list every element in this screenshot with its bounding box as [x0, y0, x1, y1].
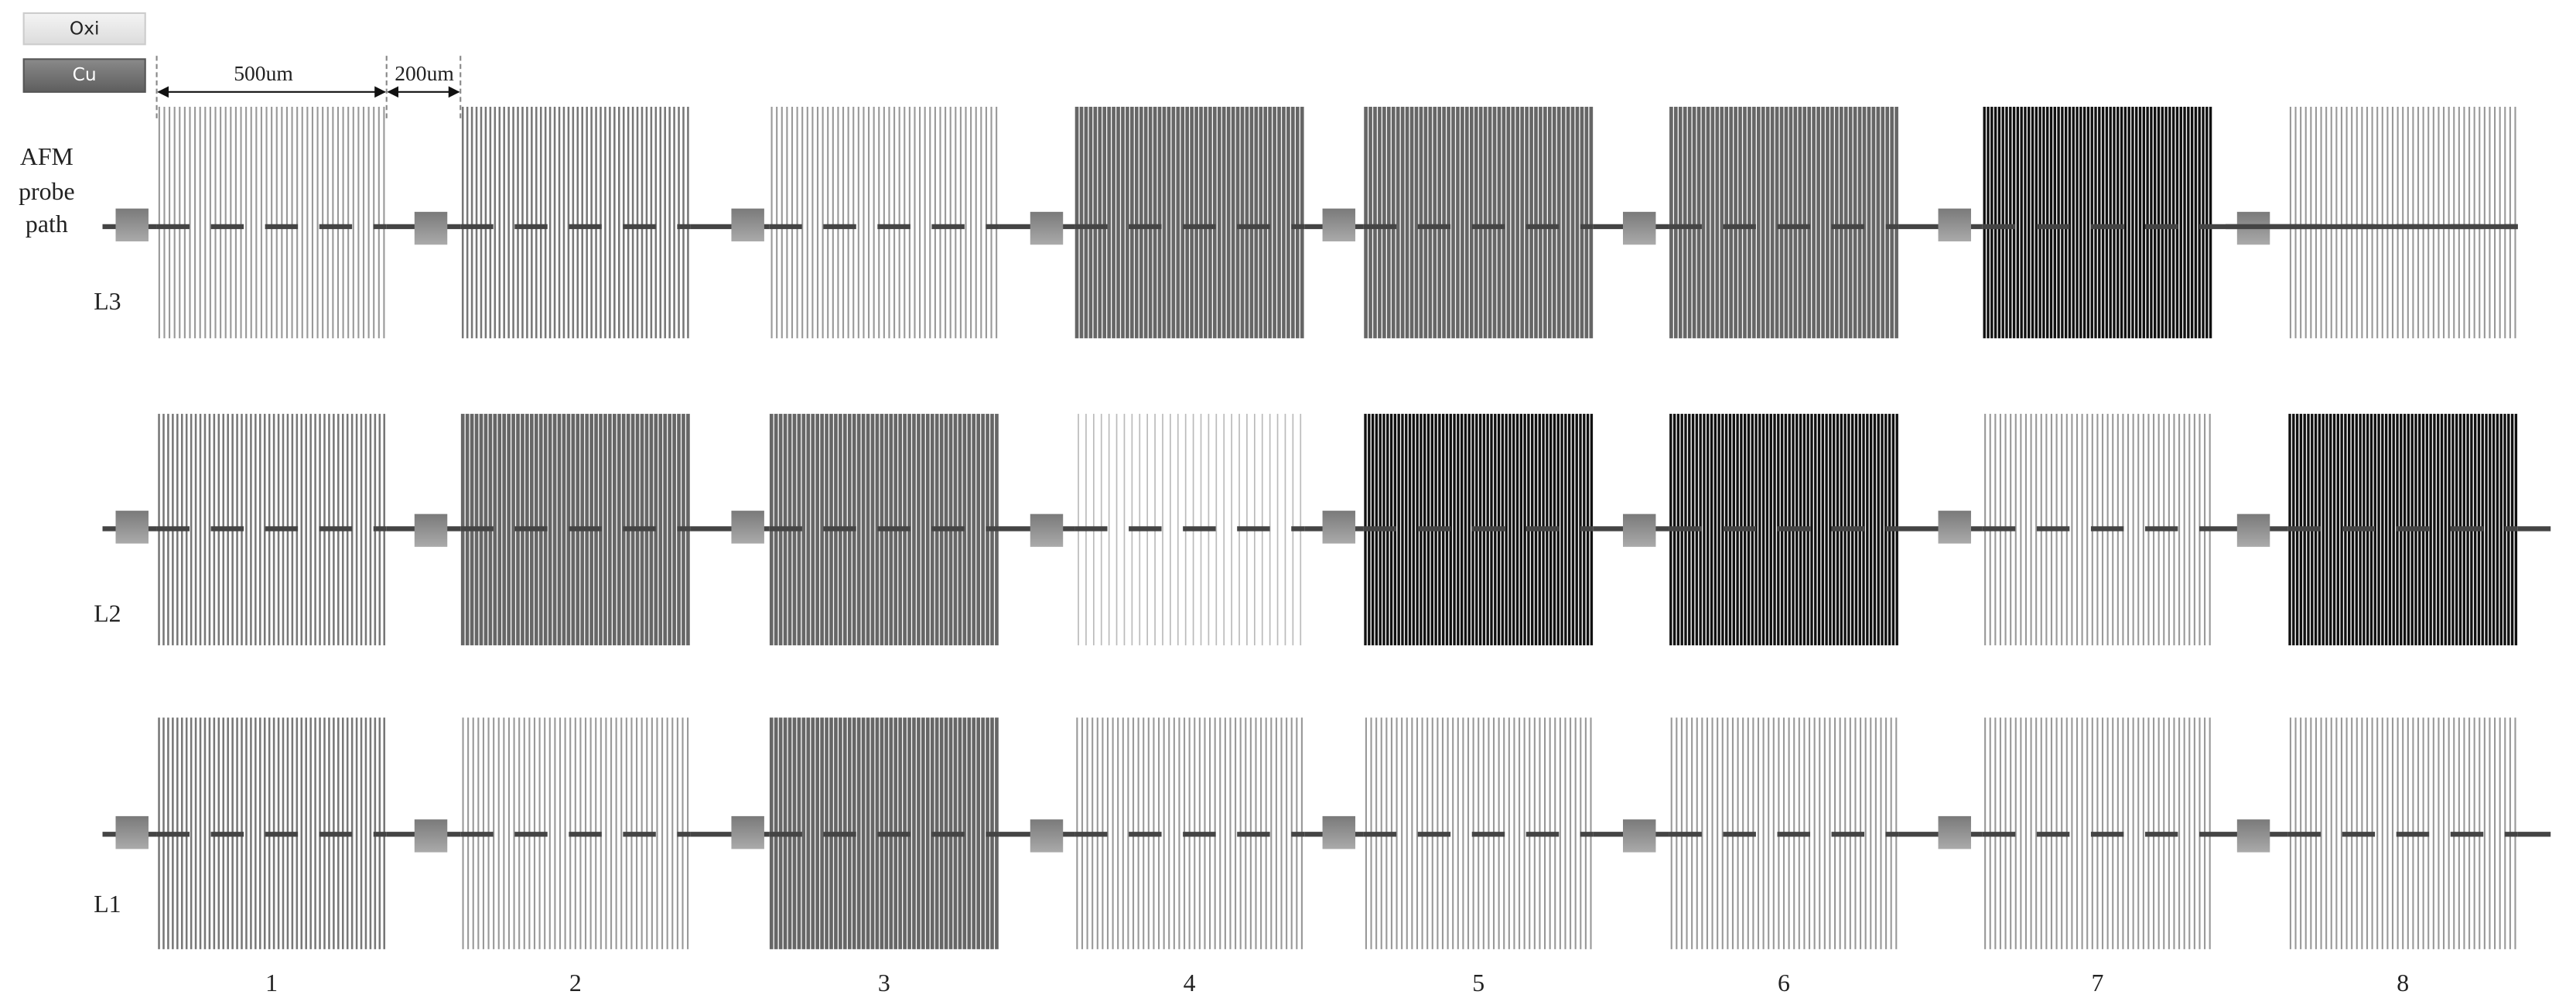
pad [1938, 815, 1971, 849]
dimensions [155, 56, 462, 122]
pad [1030, 211, 1064, 245]
pad [414, 211, 448, 245]
column-label: 6 [1778, 969, 1790, 996]
column-label: 3 [878, 969, 890, 996]
column-label: 8 [2397, 969, 2409, 996]
pad [2236, 514, 2270, 547]
pad [414, 819, 448, 853]
column-label: 2 [569, 969, 582, 996]
column-label: 4 [1184, 969, 1196, 996]
sample-block [1364, 106, 1594, 339]
pad [1030, 514, 1064, 547]
sample-block [1984, 717, 2211, 949]
pad [1938, 511, 1971, 544]
probe-label: path [26, 210, 68, 238]
sample-grid: L3 L2 L1 1 2 3 4 5 6 7 8 [94, 106, 2559, 996]
sample-block [1984, 413, 2211, 646]
probe-label: probe [19, 178, 74, 205]
legend: Oxi Cu [22, 12, 146, 93]
legend-swatch [22, 12, 146, 46]
sample-block [461, 106, 689, 339]
sample-block [1074, 106, 1304, 339]
pad [115, 511, 149, 544]
column-label: 5 [1472, 969, 1484, 996]
pad [731, 208, 764, 242]
pad [1623, 211, 1656, 245]
pad [1938, 208, 1971, 242]
pad [1322, 208, 1356, 242]
pad [115, 815, 149, 849]
pad [1322, 511, 1356, 544]
pad [115, 208, 149, 242]
sample-block [1983, 106, 2212, 339]
pad [2236, 819, 2270, 853]
sample-block [770, 106, 998, 339]
dimension-label: 200um [395, 61, 454, 85]
row-label: L1 [94, 890, 121, 918]
dimension-label: 500um [234, 61, 293, 85]
legend-swatch [22, 58, 146, 93]
legend-label: Cu [73, 63, 97, 85]
column-label: 1 [265, 969, 278, 996]
column-label: 7 [2091, 969, 2103, 996]
pad [731, 511, 764, 544]
sample-block [158, 717, 386, 949]
pad [731, 815, 764, 849]
sample-block [158, 106, 385, 339]
pad [1623, 514, 1656, 547]
sample-block [1669, 106, 1898, 339]
legend-label: Oxi [70, 18, 100, 39]
pad [1623, 819, 1656, 853]
pad [414, 514, 448, 547]
probe-label: AFM [20, 143, 73, 170]
row-label: L3 [94, 288, 121, 315]
sample-block [2289, 106, 2516, 339]
pad [1322, 815, 1356, 849]
row-label: L2 [94, 600, 121, 627]
pad [1030, 819, 1064, 853]
